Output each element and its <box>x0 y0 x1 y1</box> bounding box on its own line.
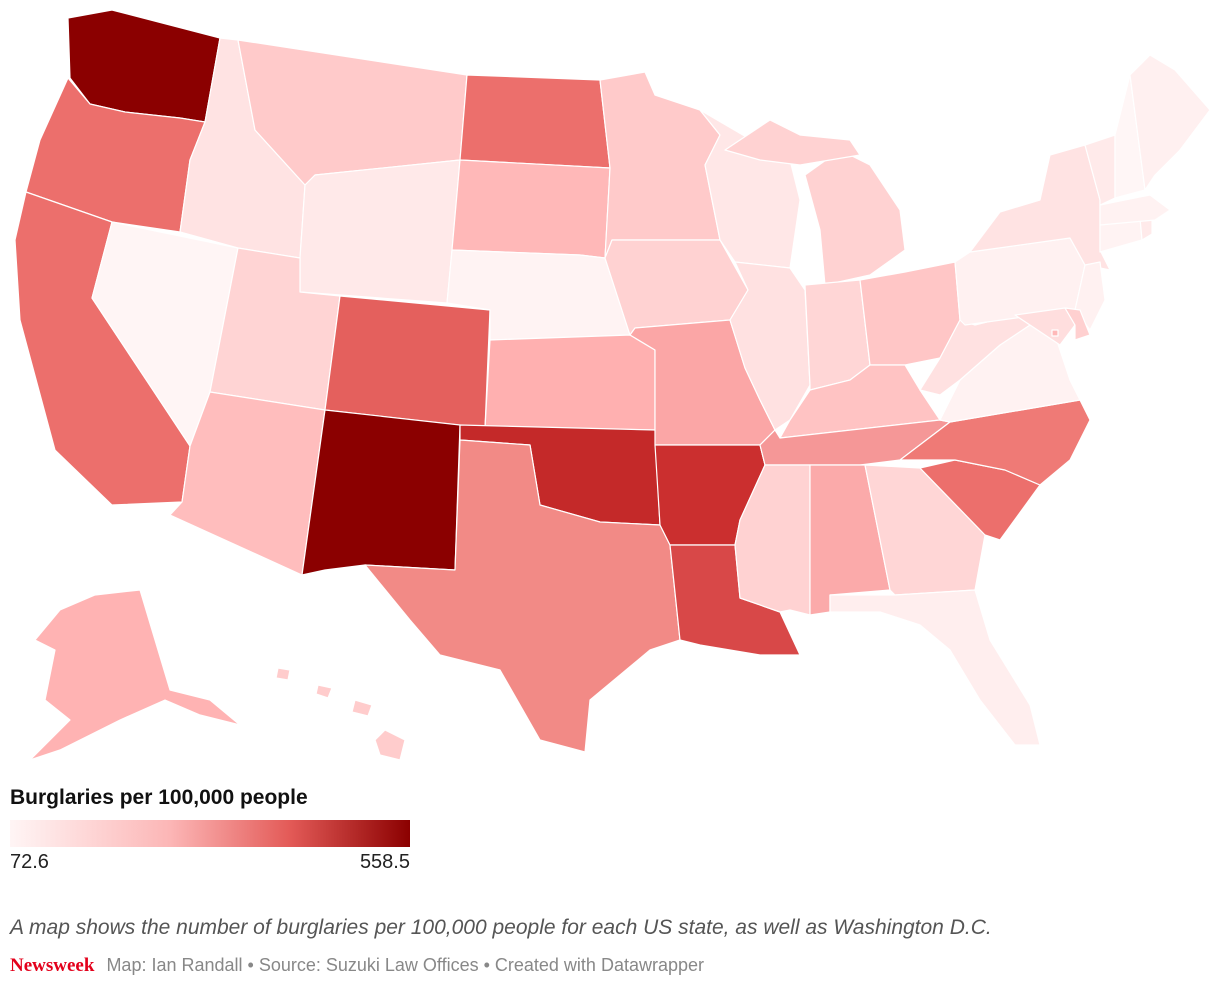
state-hawaii-oahu[interactable] <box>315 684 333 699</box>
state-south-dakota[interactable] <box>451 159 611 259</box>
state-north-dakota[interactable] <box>459 74 611 169</box>
state-michigan[interactable] <box>804 149 906 286</box>
legend-color-scale <box>10 820 410 847</box>
state-massachusetts[interactable] <box>1099 194 1171 226</box>
state-new-jersey[interactable] <box>1074 261 1106 331</box>
state-minnesota[interactable] <box>599 71 721 259</box>
state-hawaii-big-island[interactable] <box>374 729 406 761</box>
state-vermont[interactable] <box>1084 134 1116 206</box>
legend-title: Burglaries per 100,000 people <box>10 786 308 809</box>
state-florida[interactable] <box>829 589 1041 746</box>
state-michigan-up[interactable] <box>724 119 861 166</box>
state-colorado[interactable] <box>324 295 491 429</box>
state-wyoming[interactable] <box>299 159 461 304</box>
newsweek-logo[interactable]: Newsweek <box>10 955 95 976</box>
credits-text: Map: Ian Randall • Source: Suzuki Law Of… <box>106 955 704 975</box>
state-texas[interactable] <box>364 439 681 753</box>
us-choropleth-map <box>14 9 1211 761</box>
state-maine[interactable] <box>1129 54 1211 191</box>
legend-max-label: 558.5 <box>359 851 410 873</box>
state-hawaii-kauai[interactable] <box>275 667 291 681</box>
state-hawaii-maui[interactable] <box>351 699 373 717</box>
state-dc[interactable] <box>1051 329 1059 337</box>
state-alaska[interactable] <box>29 589 241 761</box>
legend-min-label: 72.6 <box>10 851 49 873</box>
map-description: A map shows the number of burglaries per… <box>10 916 992 939</box>
state-new-mexico[interactable] <box>301 409 461 576</box>
footer-credits: Newsweek Map: Ian Randall • Source: Suzuk… <box>10 955 704 977</box>
state-kansas[interactable] <box>484 334 656 431</box>
state-maryland[interactable] <box>1014 307 1076 346</box>
state-delaware[interactable] <box>1064 307 1091 341</box>
